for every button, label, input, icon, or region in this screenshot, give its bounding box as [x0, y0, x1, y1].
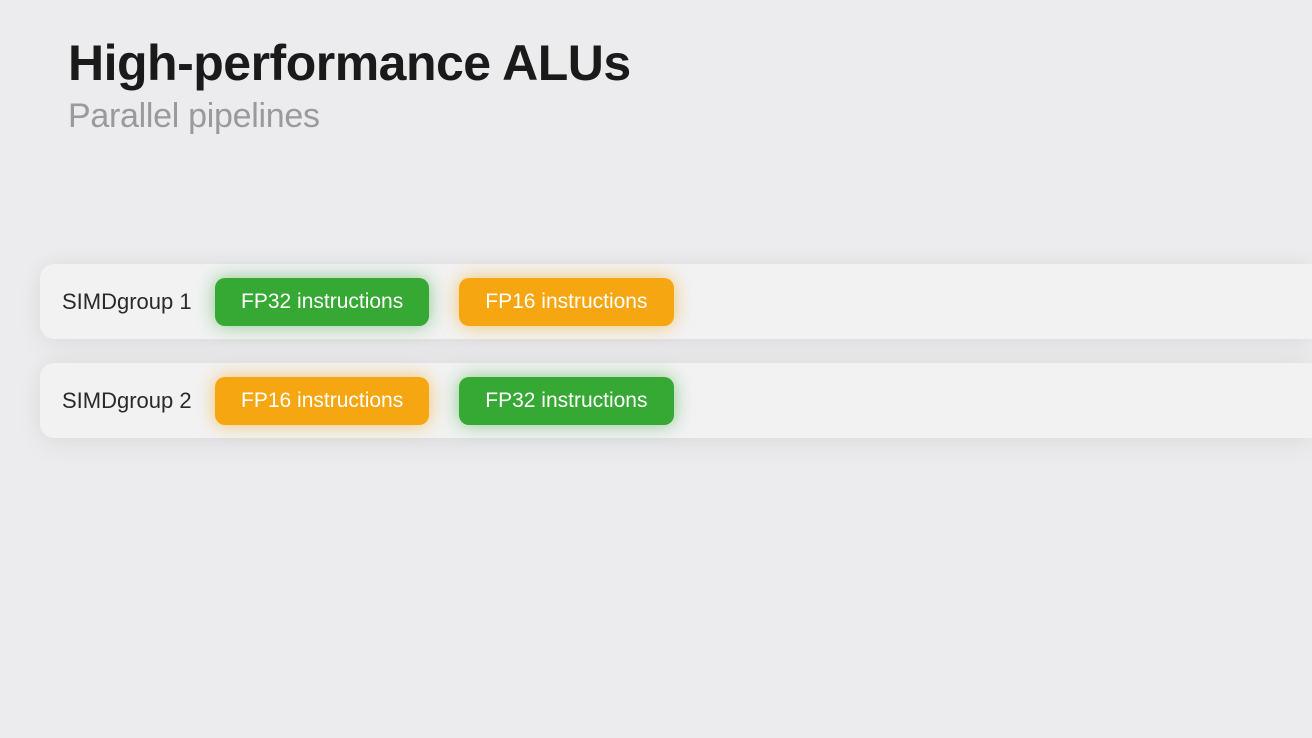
instruction-pill-fp32: FP32 instructions	[459, 377, 673, 425]
pill-text: FP16 instructions	[485, 290, 647, 314]
pill-text: FP16 instructions	[241, 389, 403, 413]
instruction-pill-fp16: FP16 instructions	[215, 377, 429, 425]
slide-subtitle: Parallel pipelines	[68, 97, 1312, 136]
pill-text: FP32 instructions	[241, 290, 403, 314]
simd-row-label: SIMDgroup 2	[62, 388, 215, 414]
simd-row-label: SIMDgroup 1	[62, 289, 215, 315]
slide-header: High-performance ALUs Parallel pipelines	[0, 0, 1312, 136]
slide-title: High-performance ALUs	[68, 36, 1312, 91]
pill-text: FP32 instructions	[485, 389, 647, 413]
instruction-pill-fp16: FP16 instructions	[459, 278, 673, 326]
simd-rows-container: SIMDgroup 1 FP32 instructions FP16 instr…	[0, 264, 1312, 438]
instruction-pill-fp32: FP32 instructions	[215, 278, 429, 326]
simd-row: SIMDgroup 1 FP32 instructions FP16 instr…	[40, 264, 1312, 339]
simd-row: SIMDgroup 2 FP16 instructions FP32 instr…	[40, 363, 1312, 438]
